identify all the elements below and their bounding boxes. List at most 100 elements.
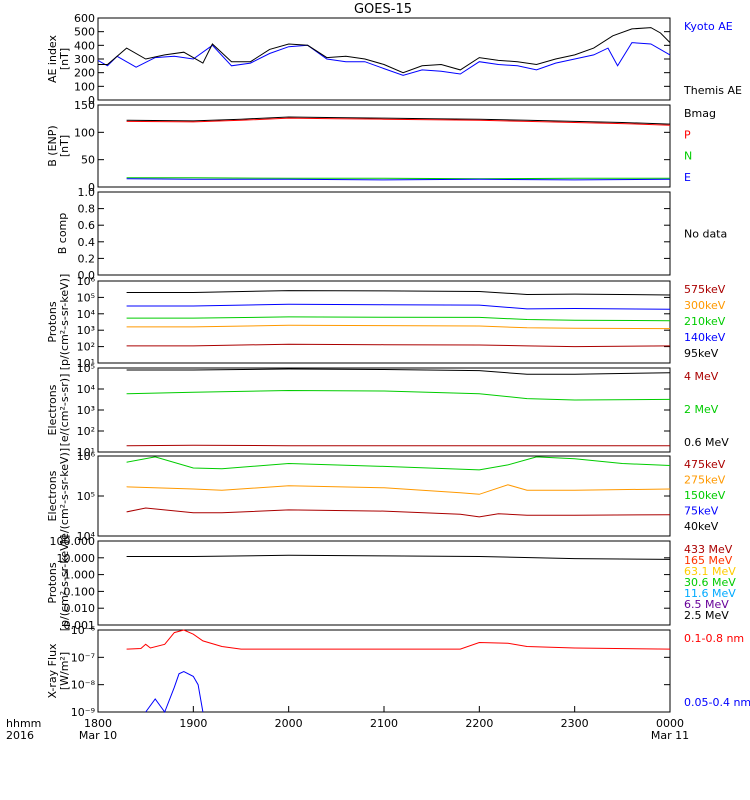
panel-frame: [97, 17, 671, 101]
series-0-1-0-8-nm: [126, 629, 671, 650]
y-tick-label: 10⁻⁷: [71, 651, 95, 664]
x-tick-label: 2200: [465, 717, 493, 730]
legend-entry: 300keV: [684, 299, 726, 312]
y-tick-label: 300: [74, 53, 95, 66]
y-tick-label: 100: [74, 80, 95, 93]
legend-entry: 140keV: [684, 331, 726, 344]
y-axis-label: [nT]: [58, 48, 71, 70]
chart-title: GOES-15: [354, 2, 412, 17]
y-tick-label: 0.001: [64, 619, 96, 632]
y-tick-label: 0: [88, 181, 95, 194]
x-tick-label: 2000: [275, 717, 303, 730]
panel-frame: [97, 455, 671, 537]
y-tick-label: 1.000: [64, 569, 96, 582]
y-tick-label: 10³: [77, 404, 95, 417]
legend-entry: 433 MeV: [684, 543, 733, 556]
y-tick-label: 10⁴: [77, 308, 96, 321]
series-n: [126, 177, 670, 180]
series-2-mev: [126, 389, 671, 401]
legend-entry: 11.6 MeV: [684, 587, 736, 600]
y-tick-label: 150: [74, 99, 95, 112]
y-tick-label: 10⁵: [77, 291, 95, 304]
y-tick-label: 500: [74, 26, 95, 39]
y-axis-label: AE index: [46, 34, 59, 83]
series-kyoto-ae: [97, 42, 671, 76]
y-tick-label: 100: [74, 126, 95, 139]
legend-entry: Themis AE: [683, 84, 742, 97]
panel-electrons1: 10¹ 10² 10³ 10⁴ 10⁵ Electrons [e/(cm²-s-sr)] 4 …: [46, 362, 729, 459]
panel-protons2: 0.001 0.010 0.100 1.000 10.000 100.000 Protons…: [46, 535, 736, 632]
legend-entry: E: [684, 171, 691, 184]
y-tick-label: 10¹: [77, 446, 95, 459]
series-475kev: [126, 456, 671, 471]
y-axis-label: Electrons: [46, 384, 59, 435]
y-axis-label: [nT]: [58, 135, 71, 157]
legend-entry: N: [684, 150, 692, 163]
y-tick-label: 10²: [77, 341, 95, 354]
legend-entry: Bmag: [684, 107, 716, 120]
x-tick-label: 2300: [561, 717, 589, 730]
y-tick-label: 0.6: [78, 219, 96, 232]
series-575kev: [126, 343, 671, 348]
y-tick-label: 10.000: [57, 552, 96, 565]
y-tick-label: 10¹: [77, 357, 95, 370]
series-0-6-mev: [126, 368, 671, 375]
legend-entry: 63.1 MeV: [684, 565, 736, 578]
y-tick-label: 0.8: [78, 203, 96, 216]
y-tick-label: 100.000: [50, 535, 96, 548]
y-axis-label: [e/(cm²-s-sr)]: [58, 374, 71, 447]
y-axis-label: [W/m²]: [58, 652, 71, 690]
legend-entry: 2 MeV: [684, 403, 719, 416]
year-label: 2016: [6, 729, 34, 742]
legend-entry: 165 MeV: [684, 554, 733, 567]
legend-entry: 6.5 MeV: [684, 598, 729, 611]
series-0-05-0-4-nm: [145, 671, 204, 714]
y-tick-label: 600: [74, 12, 95, 25]
y-axis-label: Protons: [46, 562, 59, 603]
series-4-mev: [126, 444, 670, 447]
series-bmag: [126, 116, 671, 125]
legend-entry: 475keV: [684, 458, 726, 471]
y-tick-label: 0.2: [78, 252, 96, 265]
y-axis-label: Protons: [46, 301, 59, 342]
y-tick-label: 0.100: [64, 585, 96, 598]
legend-entry: 150keV: [684, 489, 726, 502]
x-date-label: Mar 10: [79, 729, 117, 742]
y-tick-label: 10⁶: [77, 450, 96, 463]
panel-electrons2: 10⁴ 10⁵ 10⁶ Electrons [e/(cm²-s-sr-keV)] 475k…: [46, 448, 726, 544]
panel-frame: [97, 280, 671, 364]
x-tick-label: 1800: [84, 717, 112, 730]
y-tick-label: 10⁵: [77, 490, 95, 503]
y-tick-label: 400: [74, 39, 95, 52]
panel-frame: [97, 191, 671, 276]
legend-entry: 40keV: [684, 520, 719, 533]
legend-entry: 575keV: [684, 283, 726, 296]
legend-entry: P: [684, 128, 691, 141]
y-axis-label: [p/(cm²-s-sr-keV)]: [58, 535, 71, 632]
y-tick-label: 10⁻⁶: [71, 624, 96, 637]
series-p: [126, 117, 671, 126]
y-axis-label: Electrons: [46, 470, 59, 521]
y-tick-label: 10⁵: [77, 362, 95, 375]
panel-xray: 10⁻⁹ 10⁻⁸ 10⁻⁷ 10⁻⁶ X-ray Flux [W/m²] 0.1-0.8 …: [46, 624, 750, 719]
series-2-5-mev: [126, 554, 671, 560]
legend-entry: Kyoto AE: [684, 20, 733, 33]
y-tick-label: 0.0: [78, 269, 96, 282]
x-tick-label: 1900: [179, 717, 207, 730]
y-axis-label: X-ray Flux: [46, 643, 59, 699]
panel-frame: [97, 629, 671, 713]
legend-entry: 75keV: [684, 505, 719, 518]
panel-frame: [97, 540, 671, 626]
legend-entry: 0.1-0.8 nm: [684, 632, 744, 645]
legend-entry: No data: [684, 228, 727, 241]
y-tick-label: 0.010: [64, 602, 96, 615]
series-95kev: [126, 290, 671, 296]
y-tick-label: 0: [88, 94, 95, 107]
x-tick-label: 0000: [656, 717, 684, 730]
y-tick-label: 200: [74, 67, 95, 80]
series-themis-ae: [98, 27, 671, 74]
